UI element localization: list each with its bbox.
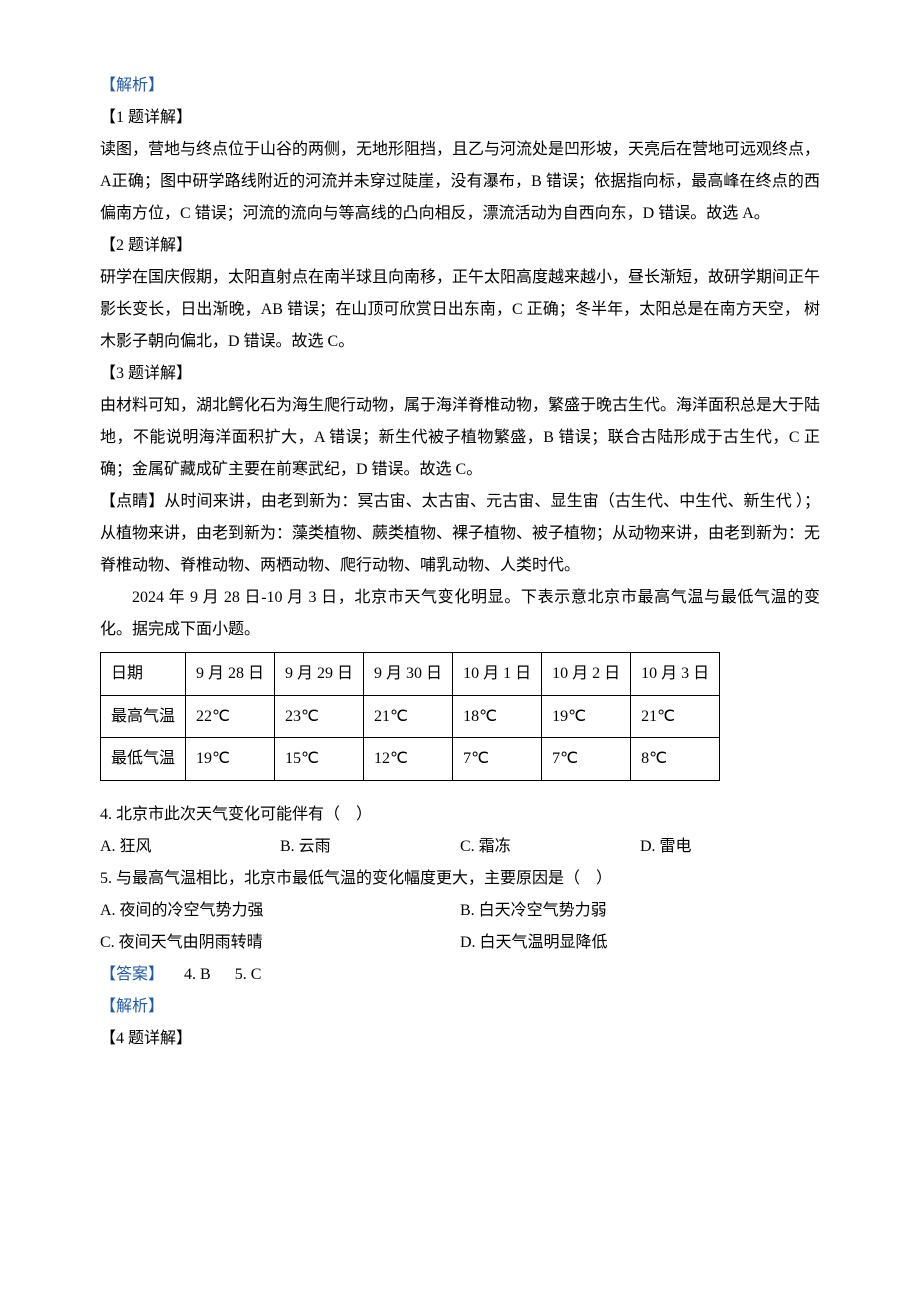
q1-heading: 【1 题详解】 — [100, 102, 820, 134]
sec2-intro: 2024 年 9 月 28 日-10 月 3 日，北京市天气变化明显。下表示意北… — [100, 582, 820, 646]
document-page: 【解析】 【1 题详解】 读图，营地与终点位于山谷的两侧，无地形阻挡，且乙与河流… — [0, 0, 920, 1302]
q5-option-a: A. 夜间的冷空气势力强 — [100, 895, 460, 927]
answers-line: 【答案】 4. B 5. C — [100, 959, 820, 991]
table-cell: 10 月 3 日 — [631, 653, 720, 696]
table-cell: 12℃ — [364, 738, 453, 781]
q4-option-a: A. 狂风 — [100, 831, 280, 863]
table-row: 日期 9 月 28 日 9 月 29 日 9 月 30 日 10 月 1 日 1… — [101, 653, 720, 696]
table-cell: 21℃ — [364, 695, 453, 738]
answers-label: 【答案】 — [100, 966, 164, 983]
q4-heading: 【4 题详解】 — [100, 1023, 820, 1055]
table-cell: 18℃ — [453, 695, 542, 738]
q4-option-c: C. 霜冻 — [460, 831, 640, 863]
answer-4: 4. B — [184, 966, 211, 983]
analysis-label-1: 【解析】 — [100, 70, 820, 102]
q3-body: 由材料可知，湖北鳄化石为海生爬行动物，属于海洋脊椎动物，繁盛于晚古生代。海洋面积… — [100, 390, 820, 486]
table-row: 最高气温 22℃ 23℃ 21℃ 18℃ 19℃ 21℃ — [101, 695, 720, 738]
answer-5: 5. C — [235, 966, 262, 983]
table-row: 最低气温 19℃ 15℃ 12℃ 7℃ 7℃ 8℃ — [101, 738, 720, 781]
table-cell: 9 月 30 日 — [364, 653, 453, 696]
q4-option-d: D. 雷电 — [640, 831, 820, 863]
q1-body: 读图，营地与终点位于山谷的两侧，无地形阻挡，且乙与河流处是凹形坡，天亮后在营地可… — [100, 134, 820, 230]
table-cell: 7℃ — [542, 738, 631, 781]
table-cell: 15℃ — [275, 738, 364, 781]
table-cell: 10 月 2 日 — [542, 653, 631, 696]
q5-options-row2: C. 夜间天气由阴雨转晴 D. 白天气温明显降低 — [100, 927, 820, 959]
table-cell: 21℃ — [631, 695, 720, 738]
q2-body: 研学在国庆假期，太阳直射点在南半球且向南移，正午太阳高度越来越小，昼长渐短，故研… — [100, 262, 820, 358]
table-cell: 最高气温 — [101, 695, 186, 738]
table-cell: 8℃ — [631, 738, 720, 781]
q3-heading: 【3 题详解】 — [100, 358, 820, 390]
table-cell: 9 月 28 日 — [186, 653, 275, 696]
q4-stem: 4. 北京市此次天气变化可能伴有（ ） — [100, 799, 820, 831]
table-cell: 日期 — [101, 653, 186, 696]
q5-stem: 5. 与最高气温相比，北京市最低气温的变化幅度更大，主要原因是（ ） — [100, 863, 820, 895]
temperature-table: 日期 9 月 28 日 9 月 29 日 9 月 30 日 10 月 1 日 1… — [100, 652, 720, 781]
q5-option-c: C. 夜间天气由阴雨转晴 — [100, 927, 460, 959]
table-cell: 23℃ — [275, 695, 364, 738]
q5-options-row1: A. 夜间的冷空气势力强 B. 白天冷空气势力弱 — [100, 895, 820, 927]
table-cell: 22℃ — [186, 695, 275, 738]
q2-heading: 【2 题详解】 — [100, 230, 820, 262]
table-cell: 19℃ — [186, 738, 275, 781]
q5-option-b: B. 白天冷空气势力弱 — [460, 895, 820, 927]
table-cell: 19℃ — [542, 695, 631, 738]
tip-body: 【点睛】从时间来讲，由老到新为：冥古宙、太古宙、元古宙、显生宙（古生代、中生代、… — [100, 486, 820, 582]
q4-options: A. 狂风 B. 云雨 C. 霜冻 D. 雷电 — [100, 831, 820, 863]
table-cell: 7℃ — [453, 738, 542, 781]
q4-option-b: B. 云雨 — [280, 831, 460, 863]
analysis-label-2: 【解析】 — [100, 991, 820, 1023]
table-cell: 最低气温 — [101, 738, 186, 781]
table-cell: 9 月 29 日 — [275, 653, 364, 696]
table-cell: 10 月 1 日 — [453, 653, 542, 696]
q5-option-d: D. 白天气温明显降低 — [460, 927, 820, 959]
